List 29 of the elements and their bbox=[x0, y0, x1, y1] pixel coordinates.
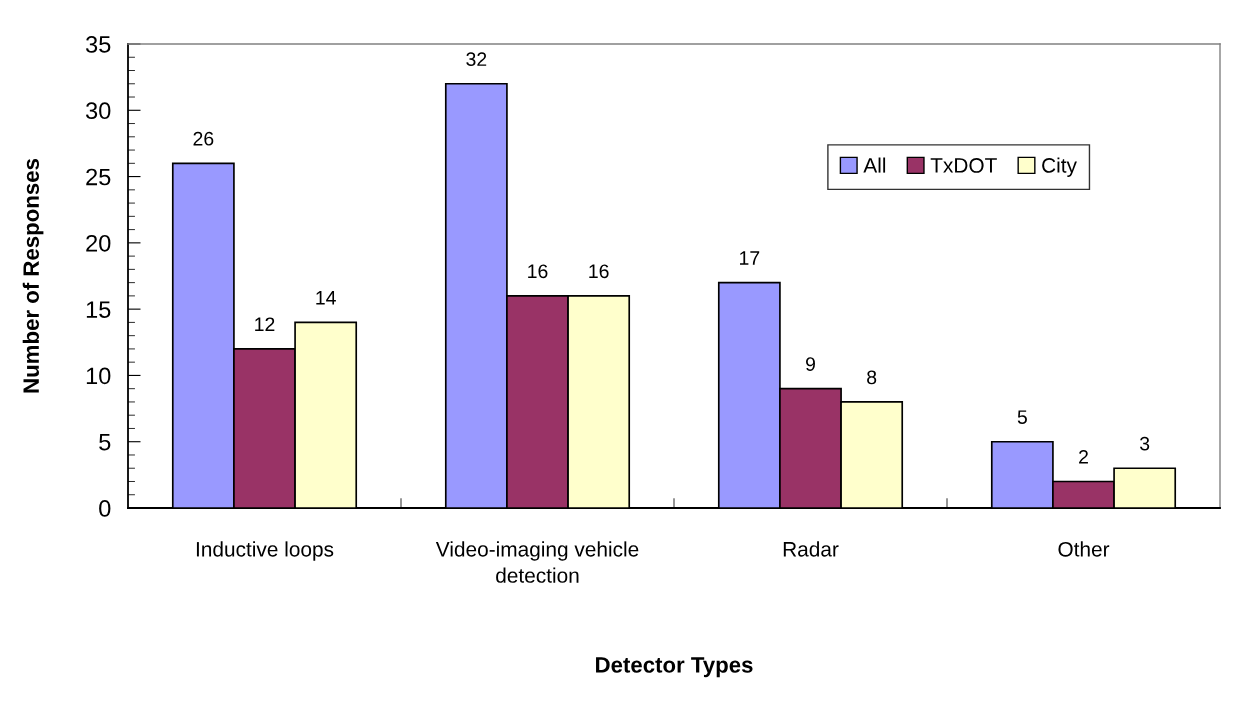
x-tick-label: Radar bbox=[783, 541, 839, 557]
data-label: 32 bbox=[466, 52, 487, 67]
x-tick-label: Video-imaging vehicle detection bbox=[435, 541, 639, 583]
y-tick-label: 10 bbox=[86, 367, 111, 385]
y-tick-label: 35 bbox=[85, 36, 111, 53]
data-label: 17 bbox=[740, 251, 760, 265]
y-tick-label: 20 bbox=[86, 234, 111, 252]
x-tick-label: Inductive loops bbox=[196, 541, 334, 561]
data-label: 3 bbox=[1139, 436, 1150, 451]
data-label: 2 bbox=[1079, 449, 1088, 464]
legend-label: All bbox=[863, 157, 886, 173]
y-axis-title: Number of Responses bbox=[22, 158, 44, 393]
y-tick-label: 0 bbox=[99, 500, 111, 517]
y-tick-label: 25 bbox=[86, 168, 111, 186]
data-label: 14 bbox=[316, 291, 336, 305]
legend-label: TxDOT bbox=[930, 158, 997, 173]
y-tick-label: 15 bbox=[86, 301, 111, 318]
data-label: 5 bbox=[1017, 410, 1027, 424]
data-label: 16 bbox=[528, 264, 548, 279]
y-tick-label: 30 bbox=[85, 102, 111, 120]
data-label: 12 bbox=[255, 317, 275, 331]
x-axis-title: Detector Types bbox=[596, 657, 753, 678]
data-label: 8 bbox=[867, 370, 877, 385]
data-label: 26 bbox=[193, 131, 214, 146]
x-tick-label: Other bbox=[1058, 541, 1110, 557]
y-tick-label: 5 bbox=[99, 434, 111, 451]
data-label: 16 bbox=[589, 264, 609, 279]
data-label: 9 bbox=[806, 357, 815, 371]
legend-label: City bbox=[1042, 157, 1077, 177]
